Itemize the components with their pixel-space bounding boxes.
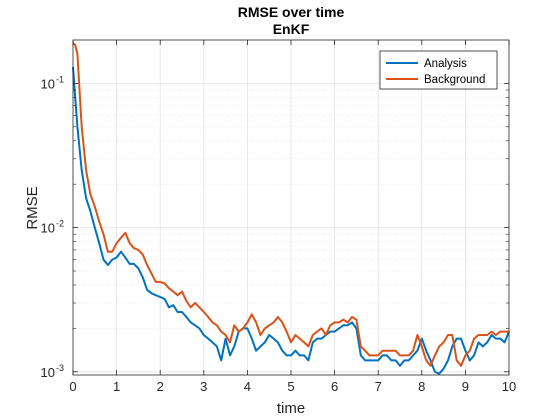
y-tick-exponent: -1 bbox=[56, 74, 64, 84]
plot-area bbox=[72, 39, 510, 376]
minor-gridlines bbox=[73, 89, 509, 329]
y-tick-label: 10 bbox=[41, 365, 55, 380]
x-tick-labels: 0 1 2 3 4 5 6 7 8 9 10 bbox=[69, 379, 516, 394]
x-tick-label: 6 bbox=[331, 379, 338, 394]
y-tick-exponent: -2 bbox=[56, 219, 64, 229]
x-tick-label: 3 bbox=[200, 379, 207, 394]
x-tick-label: 2 bbox=[157, 379, 164, 394]
x-tick-label: 7 bbox=[375, 379, 382, 394]
x-tick-label: 1 bbox=[113, 379, 120, 394]
y-tick-labels: 10-310-210-1 bbox=[41, 74, 64, 379]
x-tick-label: 9 bbox=[462, 379, 469, 394]
y-tick-label: 10 bbox=[41, 76, 55, 91]
series-line-background bbox=[72, 42, 509, 367]
legend-box bbox=[379, 50, 498, 90]
x-tick-label: 8 bbox=[418, 379, 425, 394]
x-tick-label: 10 bbox=[502, 379, 516, 394]
series-line-analysis bbox=[72, 66, 510, 375]
x-tick-label: 5 bbox=[287, 379, 294, 394]
x-axis-label: time bbox=[277, 400, 305, 417]
data-series bbox=[72, 42, 510, 375]
legend: Analysis Background bbox=[379, 50, 498, 90]
legend-label-analysis: Analysis bbox=[424, 58, 467, 70]
y-tick-exponent: -3 bbox=[56, 363, 64, 373]
x-tick-label: 0 bbox=[69, 379, 76, 394]
legend-label-background: Background bbox=[424, 74, 485, 86]
x-tick-label: 4 bbox=[244, 379, 251, 394]
axis-ticks bbox=[72, 40, 510, 375]
chart-subtitle: EnKF bbox=[273, 21, 310, 37]
y-axis-label: RMSE bbox=[24, 186, 41, 229]
chart-title: RMSE over time bbox=[238, 4, 345, 20]
y-tick-label: 10 bbox=[41, 221, 55, 236]
